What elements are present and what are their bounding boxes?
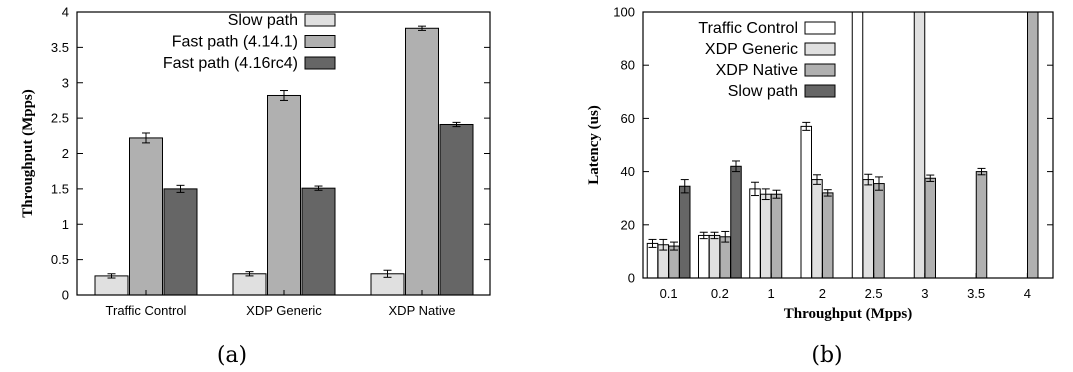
- legend-label: Fast path (4.14.1): [172, 34, 298, 51]
- bar: [439, 123, 474, 296]
- bar: [267, 94, 301, 296]
- bar: [760, 193, 772, 279]
- y-tick-label: 100: [613, 5, 635, 20]
- y-tick-label: 3.5: [51, 40, 69, 55]
- legend: Traffic Control XDP Generic XDP Native Slow…: [698, 20, 836, 100]
- legend-swatch: [804, 42, 836, 56]
- bar: [646, 242, 659, 279]
- legend-swatch: [304, 13, 336, 27]
- bar: [668, 245, 680, 279]
- legend-label: Traffic Control: [698, 20, 798, 37]
- legend-label: XDP Native: [716, 62, 799, 79]
- figure-caption: (b): [811, 343, 842, 368]
- x-tick-label: XDP Generic: [246, 303, 322, 318]
- bar: [770, 193, 783, 279]
- bar: [851, 11, 864, 279]
- y-axis-title: Latency (us): [586, 105, 602, 185]
- x-tick-label: 3: [921, 286, 928, 301]
- x-tick-label: 2: [819, 286, 826, 301]
- y-tick-label: 0.5: [51, 252, 69, 267]
- x-tick-label: Traffic Control: [106, 303, 187, 318]
- bar: [749, 188, 761, 279]
- bar: [862, 179, 874, 279]
- bar: [811, 179, 823, 279]
- y-tick-label: 20: [621, 217, 635, 232]
- legend-swatch: [304, 56, 336, 70]
- y-axis-title: Throughput (Mpps): [20, 89, 36, 218]
- y-tick-label: 1.5: [51, 181, 69, 196]
- y-tick-label: 3: [62, 75, 69, 90]
- y-tick-label: 80: [621, 58, 635, 73]
- y-tick-label: 2.5: [51, 111, 69, 126]
- bar: [873, 183, 885, 279]
- legend-swatch: [804, 84, 836, 98]
- chart-a: 0 0.5 1 1.5 2 2.5 3 3.5 4 Traffic Control XDP Gene…: [20, 5, 491, 368]
- x-tick-label: 4: [1024, 286, 1031, 301]
- bar: [924, 177, 936, 279]
- bar: [94, 275, 129, 296]
- x-axis-title: Throughput (Mpps): [784, 306, 913, 322]
- y-tick-label: 40: [621, 164, 635, 179]
- bar: [800, 125, 812, 279]
- chart-b: 0 20 40 60 80 100 0.1 0.2 1 2 2.5 3 3.5 4 Latency (us)…: [586, 5, 1054, 368]
- y-tick-label: 0: [628, 271, 635, 286]
- y-tick-label: 0: [62, 288, 69, 303]
- x-tick-label: 3.5: [967, 286, 985, 301]
- figure-caption: (a): [217, 343, 247, 368]
- y-tick-label: 4: [62, 5, 69, 20]
- x-tick-label: XDP Native: [389, 303, 456, 318]
- bar: [719, 236, 731, 279]
- bar: [679, 185, 691, 279]
- bar: [913, 11, 926, 279]
- bar: [405, 27, 439, 296]
- bar: [301, 187, 336, 296]
- legend-label: Slow path: [728, 83, 798, 100]
- x-tick-label: 0.2: [711, 286, 729, 301]
- bar: [129, 137, 163, 296]
- x-tick-label: 2.5: [865, 286, 883, 301]
- legend: Slow path Fast path (4.14.1) Fast path (4.…: [163, 12, 336, 72]
- legend-label: Slow path: [228, 12, 298, 29]
- bar: [163, 188, 198, 296]
- legend-swatch: [304, 35, 336, 48]
- plot-frame: [642, 11, 1054, 279]
- legend-swatch: [804, 21, 836, 35]
- bar: [1027, 11, 1039, 279]
- y-tick-label: 1: [62, 217, 69, 232]
- bar: [975, 171, 988, 279]
- y-tick-label: 2: [62, 146, 69, 161]
- bar: [730, 165, 742, 279]
- x-tick-label: 1: [768, 286, 775, 301]
- bar: [822, 192, 834, 279]
- legend-swatch: [804, 63, 836, 77]
- bar: [698, 234, 710, 279]
- legend-label: XDP Generic: [705, 41, 798, 58]
- legend-label: Fast path (4.16rc4): [163, 55, 298, 72]
- bar: [232, 273, 267, 296]
- bar: [708, 234, 721, 279]
- y-tick-label: 60: [621, 111, 635, 126]
- x-tick-label: 0.1: [660, 286, 678, 301]
